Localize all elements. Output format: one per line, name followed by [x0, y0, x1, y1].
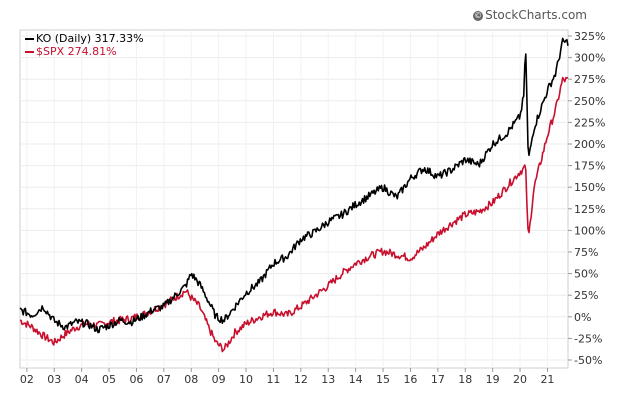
y-tick-label: 275%: [574, 73, 605, 86]
y-tick-label: 25%: [574, 289, 598, 302]
brand-text: StockCharts.com: [485, 8, 587, 22]
legend-entry: $SPX 274.81%: [25, 45, 144, 58]
x-tick-label: 13: [321, 373, 335, 386]
x-tick-label: 14: [349, 373, 363, 386]
y-tick-label: 125%: [574, 203, 605, 216]
x-tick-label: 04: [75, 373, 89, 386]
x-tick-label: 18: [458, 373, 472, 386]
x-tick-label: 10: [239, 373, 253, 386]
legend: KO (Daily) 317.33% $SPX 274.81%: [25, 32, 144, 58]
y-tick-label: 200%: [574, 138, 605, 151]
x-tick-label: 20: [513, 373, 527, 386]
y-tick-label: 75%: [574, 246, 598, 259]
x-tick-label: 16: [403, 373, 417, 386]
x-tick-label: 12: [294, 373, 308, 386]
y-tick-label: 150%: [574, 181, 605, 194]
y-tick-label: 250%: [574, 95, 605, 108]
y-tick-label: 325%: [574, 30, 605, 43]
x-tick-label: 02: [20, 373, 34, 386]
legend-label: $SPX 274.81%: [36, 45, 117, 58]
series-line-spx: [19, 76, 569, 353]
series-layer: [19, 37, 569, 353]
y-axis-ticks: 325% 300% 275% 250% 225% 200% 175% 150% 125% 100%…: [568, 30, 605, 367]
y-tick-label: -50%: [574, 354, 602, 367]
legend-entry: KO (Daily) 317.33%: [25, 32, 144, 45]
y-tick-label: 225%: [574, 116, 605, 129]
y-tick-label: 0%: [574, 311, 591, 324]
y-tick-label: -25%: [574, 332, 602, 345]
series-line-ko: [19, 37, 569, 334]
x-tick-label: 11: [266, 373, 280, 386]
x-tick-label: 21: [540, 373, 554, 386]
y-tick-label: 100%: [574, 224, 605, 237]
y-tick-label: 175%: [574, 160, 605, 173]
legend-label: KO (Daily) 317.33%: [36, 32, 144, 45]
x-axis-ticks: 02 03 04 05 06 07 08 09 10 11 12 13 14 15 16 17 18 19 20 21: [20, 368, 554, 386]
y-tick-label: 50%: [574, 268, 598, 281]
x-tick-label: 07: [157, 373, 171, 386]
x-tick-label: 19: [486, 373, 500, 386]
x-tick-label: 05: [102, 373, 116, 386]
x-tick-label: 08: [184, 373, 198, 386]
legend-swatch: [25, 38, 34, 40]
brand-label: © StockCharts.com: [473, 8, 587, 22]
x-tick-label: 03: [47, 373, 61, 386]
x-tick-label: 17: [431, 373, 445, 386]
copyright-icon: ©: [473, 11, 484, 21]
x-tick-label: 09: [212, 373, 226, 386]
x-tick-label: 15: [376, 373, 390, 386]
legend-swatch: [25, 51, 34, 53]
y-tick-label: 300%: [574, 52, 605, 65]
x-tick-label: 06: [129, 373, 143, 386]
